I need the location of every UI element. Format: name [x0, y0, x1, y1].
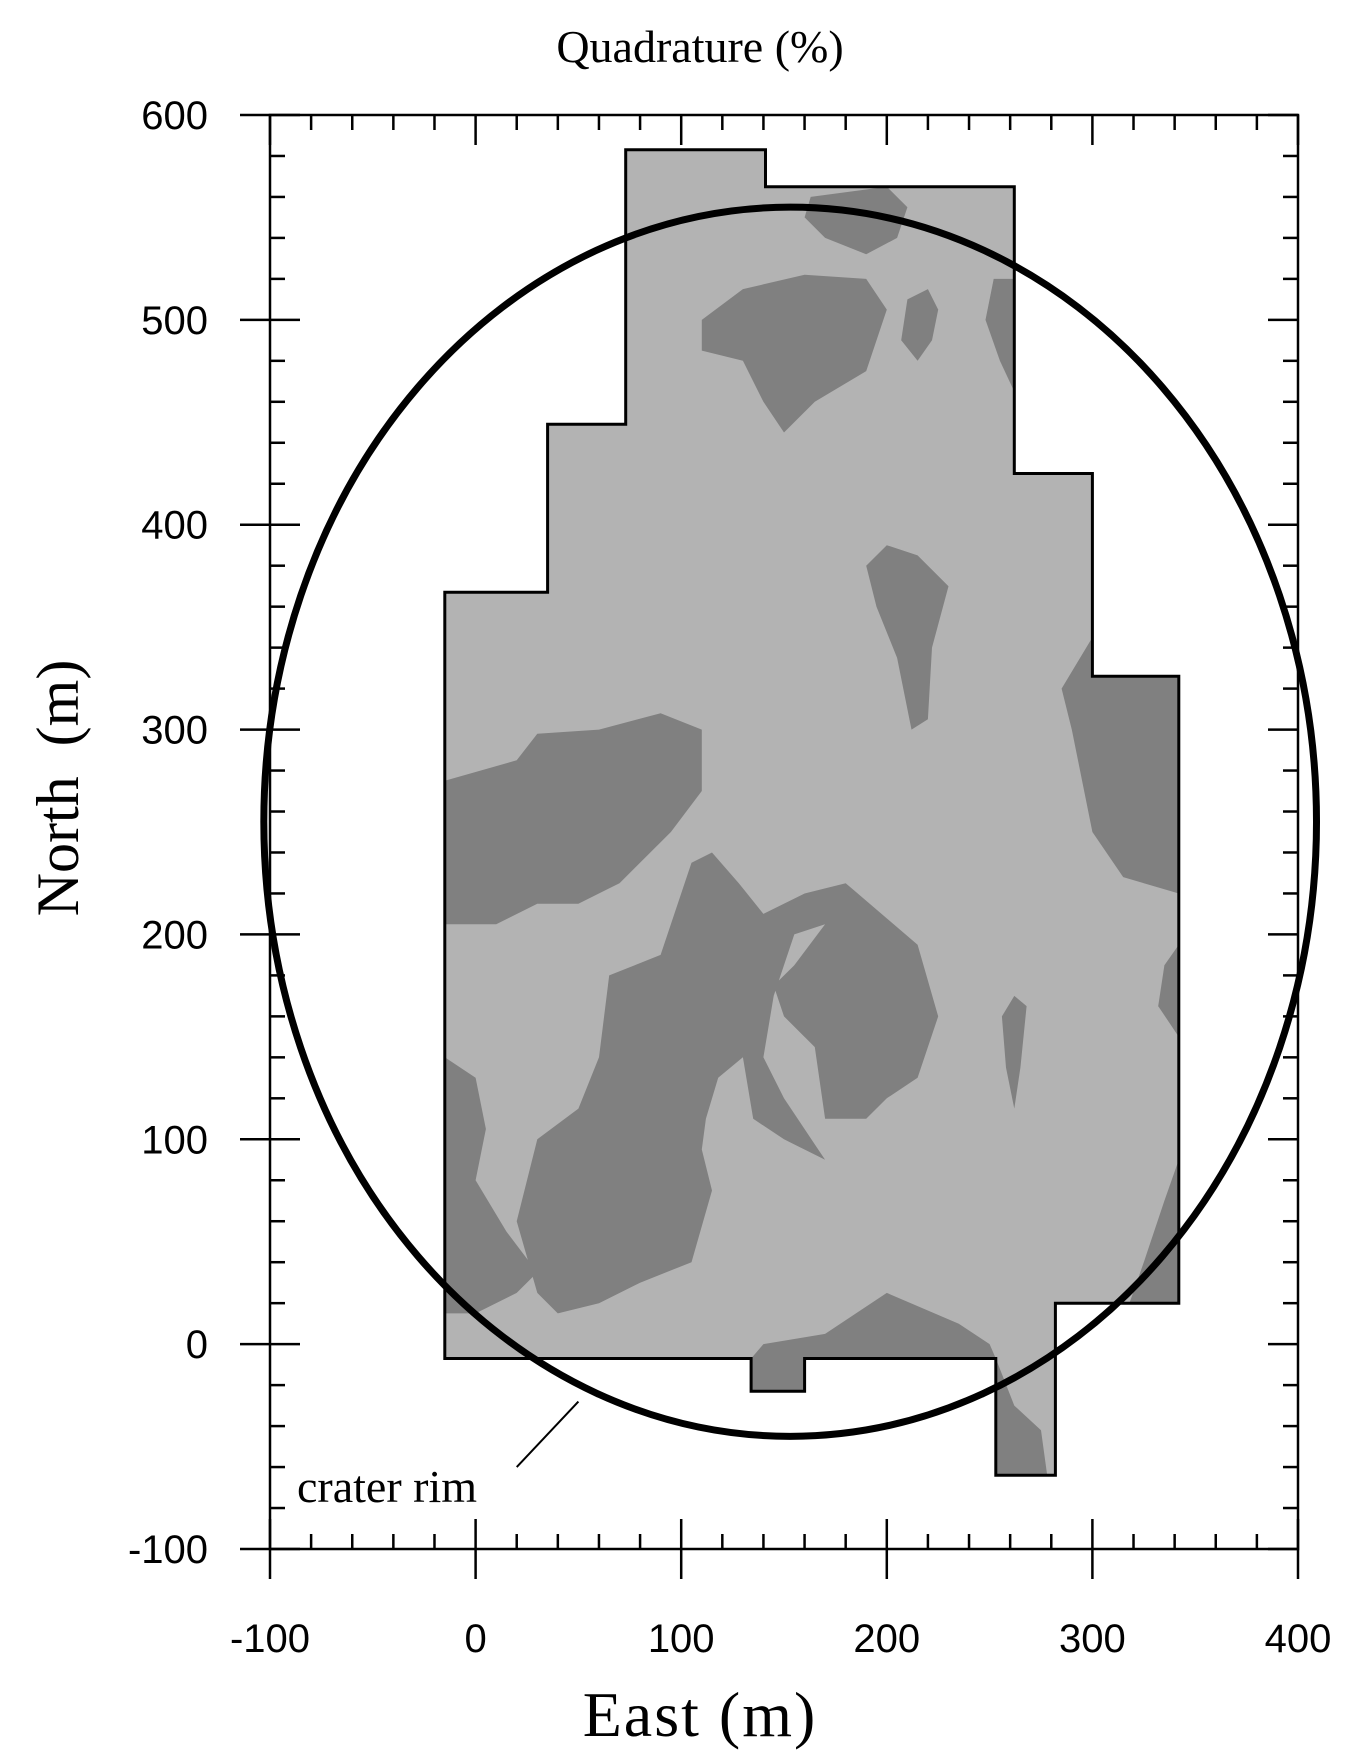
y-tick-label: 500 [141, 299, 208, 343]
y-tick-label: 600 [141, 94, 208, 138]
y-tick-label: 200 [141, 913, 208, 957]
y-tick-label: 100 [141, 1118, 208, 1162]
contour-region-4 [578, 1221, 610, 1293]
contour-region-11 [804, 186, 908, 255]
crater-rim-ellipse [260, 203, 1321, 1440]
crater-rim-leader [515, 1400, 580, 1468]
contour-region-14 [995, 1358, 1048, 1476]
crater-rim-label: crater rim [297, 1461, 477, 1512]
contour-region-1 [444, 1057, 538, 1314]
axes-frame [268, 113, 1300, 1551]
x-tick-label: 0 [464, 1617, 486, 1661]
contour-region-10 [901, 289, 939, 361]
contour-region-3 [660, 1036, 706, 1140]
contour-region-0 [444, 713, 702, 925]
contour-region-12 [985, 278, 1015, 392]
x-axis-label: East (m) [583, 1679, 818, 1750]
x-tick-label: 300 [1059, 1617, 1126, 1661]
contour-region-2 [516, 852, 939, 1314]
contour-region-9 [701, 274, 887, 433]
x-tick-label: -100 [230, 1617, 310, 1661]
plot-area [260, 148, 1321, 1477]
contour-region-7 [1158, 944, 1179, 1037]
survey-boundary [443, 148, 1181, 1477]
y-tick-label: 300 [141, 709, 208, 753]
contour-regions [444, 186, 1179, 1476]
y-tick-label: 400 [141, 504, 208, 548]
axes: -100 0 100 200 300 400 -100 0 100 200 300 400 500 600 [128, 94, 1331, 1661]
contour-region-8 [1001, 995, 1027, 1109]
x-tick-label: 100 [648, 1617, 715, 1661]
contour-region-13 [751, 1292, 996, 1392]
y-tick-label: 0 [186, 1323, 208, 1367]
x-tick-label: 200 [853, 1617, 920, 1661]
contour-region-5 [866, 545, 949, 730]
y-tick-label: -100 [128, 1528, 208, 1572]
x-tick-label: 400 [1265, 1617, 1332, 1661]
contour-region-15 [1129, 1159, 1179, 1304]
y-axis-label: North (m) [25, 660, 91, 917]
chart-title: Quadrature (%) [556, 21, 843, 72]
